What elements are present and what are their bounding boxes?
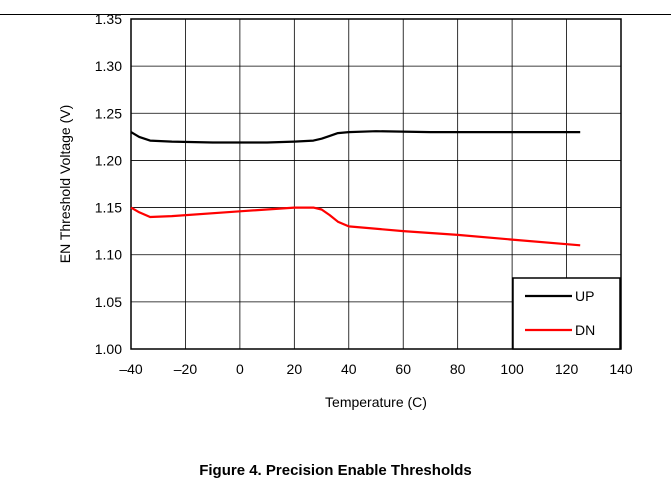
x-tick-label: –20 (174, 361, 198, 377)
legend-label-dn: DN (575, 322, 595, 338)
top-rule (0, 14, 671, 15)
x-tick-label: 100 (500, 361, 524, 377)
y-axis-label: EN Threshold Voltage (V) (57, 105, 73, 264)
series-line-dn (130, 206, 581, 247)
y-tick-label: 1.30 (95, 58, 122, 74)
legend-box (512, 277, 621, 350)
y-tick-label: 1.35 (95, 11, 122, 27)
x-tick-label: 80 (450, 361, 466, 377)
y-tick-label: 1.15 (95, 200, 122, 216)
x-tick-label: –40 (119, 361, 143, 377)
grid (131, 19, 621, 349)
x-tick-label: 40 (341, 361, 357, 377)
plot-frame (130, 18, 622, 350)
series-line-up (130, 130, 581, 144)
y-tick-label: 1.20 (95, 152, 122, 168)
figure-caption: Figure 4. Precision Enable Thresholds (199, 462, 472, 479)
y-tick-label: 1.05 (95, 294, 122, 310)
y-tick-label: 1.10 (95, 247, 122, 263)
series-lines (130, 130, 581, 247)
x-tick-label: 20 (287, 361, 303, 377)
x-axis-label: Temperature (C) (325, 394, 427, 410)
x-tick-label: 0 (236, 361, 244, 377)
chart: –40 –20 0 20 40 60 80 100 120 140 1.00 1.05 1.10 1.15… (57, 11, 633, 410)
tick-labels: –40 –20 0 20 40 60 80 100 120 140 1.00 1.05 1.10 1.15… (95, 11, 633, 377)
x-tick-label: 120 (555, 361, 579, 377)
x-tick-label: 60 (395, 361, 411, 377)
legend-label-up: UP (575, 288, 594, 304)
x-tick-label: 140 (609, 361, 633, 377)
y-tick-label: 1.25 (95, 105, 122, 121)
y-tick-label: 1.00 (95, 341, 122, 357)
legend: UP DN (512, 277, 621, 350)
